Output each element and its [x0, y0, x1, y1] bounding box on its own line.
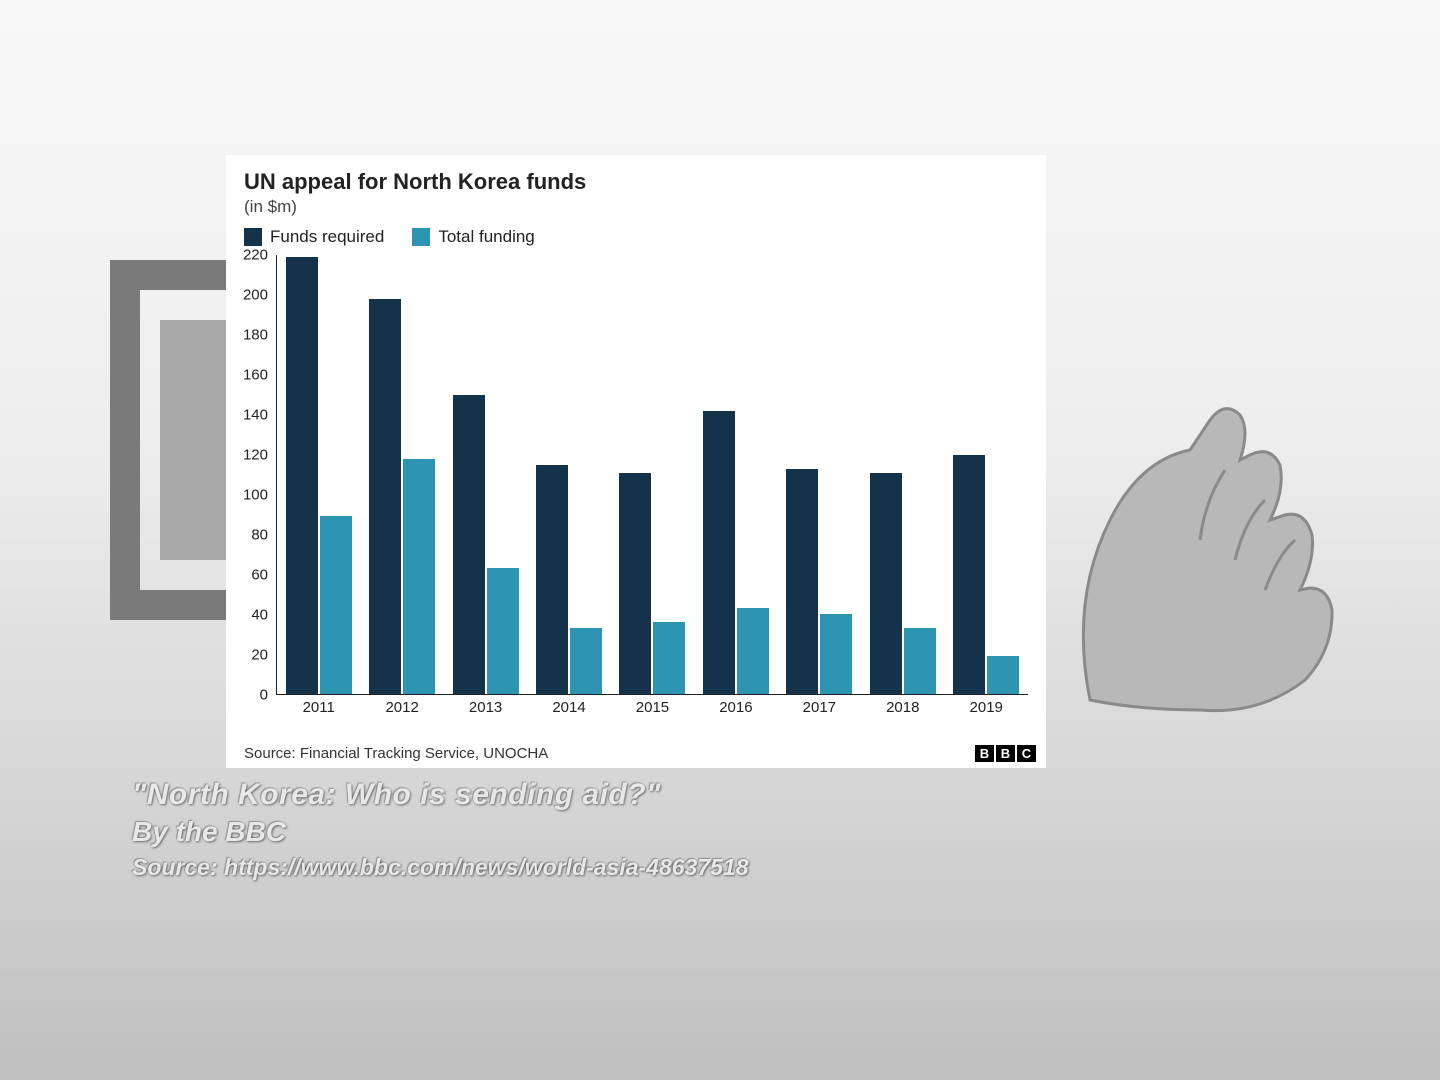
x-tick-label: 2015 [611, 699, 694, 716]
legend-label: Funds required [270, 227, 384, 247]
y-tick-label: 60 [240, 567, 268, 584]
y-axis: 020406080100120140160180200220 [244, 255, 272, 695]
slide-caption: "North Korea: Who is sending aid?" By th… [132, 778, 749, 881]
x-tick-label: 2011 [277, 699, 360, 716]
y-tick-label: 100 [240, 487, 268, 504]
hand-icon [1050, 360, 1370, 720]
year-group: 2019 [945, 255, 1028, 694]
bar-funds-required [369, 299, 401, 694]
year-group: 2017 [778, 255, 861, 694]
year-group: 2015 [611, 255, 694, 694]
chart-subtitle: (in $m) [244, 197, 1036, 217]
caption-source: Source: https://www.bbc.com/news/world-a… [132, 854, 749, 881]
y-tick-label: 20 [240, 647, 268, 664]
caption-headline: "North Korea: Who is sending aid?" [132, 778, 749, 812]
year-group: 2014 [527, 255, 610, 694]
x-tick-label: 2013 [444, 699, 527, 716]
y-tick-label: 40 [240, 607, 268, 624]
y-tick-label: 120 [240, 447, 268, 464]
y-tick-label: 140 [240, 407, 268, 424]
y-tick-label: 80 [240, 527, 268, 544]
bar-total-funding [653, 622, 685, 694]
legend-item: Funds required [244, 227, 384, 247]
y-tick-label: 220 [240, 247, 268, 264]
y-tick-label: 180 [240, 327, 268, 344]
chart-title: UN appeal for North Korea funds [244, 169, 1036, 195]
bar-total-funding [487, 568, 519, 694]
legend-label: Total funding [438, 227, 534, 247]
legend-swatch [412, 228, 430, 246]
bar-total-funding [904, 628, 936, 694]
chart-source: Source: Financial Tracking Service, UNOC… [244, 745, 548, 762]
bbc-logo: BBC [975, 745, 1036, 762]
bars-region: 201120122013201420152016201720182019 [276, 255, 1028, 695]
bar-funds-required [786, 469, 818, 694]
y-tick-label: 160 [240, 367, 268, 384]
bar-total-funding [320, 516, 352, 694]
caption-byline: By the BBC [132, 816, 749, 848]
legend-item: Total funding [412, 227, 534, 247]
legend-swatch [244, 228, 262, 246]
chart-legend: Funds required Total funding [244, 227, 1036, 247]
y-tick-label: 0 [240, 687, 268, 704]
year-group: 2016 [694, 255, 777, 694]
bar-funds-required [619, 473, 651, 694]
year-group: 2013 [444, 255, 527, 694]
x-tick-label: 2017 [778, 699, 861, 716]
bar-funds-required [703, 411, 735, 694]
bar-total-funding [820, 614, 852, 694]
x-tick-label: 2016 [694, 699, 777, 716]
bar-total-funding [570, 628, 602, 694]
year-group: 2011 [277, 255, 360, 694]
year-group: 2012 [360, 255, 443, 694]
bar-funds-required [453, 395, 485, 694]
x-tick-label: 2019 [945, 699, 1028, 716]
bar-funds-required [536, 465, 568, 694]
chart-footer: Source: Financial Tracking Service, UNOC… [244, 741, 1036, 762]
bar-funds-required [286, 257, 318, 694]
year-group: 2018 [861, 255, 944, 694]
plot-area: 020406080100120140160180200220 201120122… [272, 255, 1028, 715]
bar-total-funding [987, 656, 1019, 694]
bar-funds-required [953, 455, 985, 694]
bar-total-funding [403, 459, 435, 694]
bar-funds-required [870, 473, 902, 694]
y-tick-label: 200 [240, 287, 268, 304]
bar-total-funding [737, 608, 769, 694]
x-tick-label: 2018 [861, 699, 944, 716]
x-tick-label: 2012 [360, 699, 443, 716]
chart-card: UN appeal for North Korea funds (in $m) … [226, 155, 1046, 768]
x-tick-label: 2014 [527, 699, 610, 716]
